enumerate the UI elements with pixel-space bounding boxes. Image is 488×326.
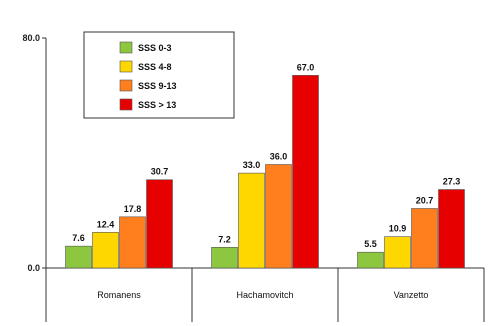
bar-value-label: 12.4 (97, 219, 115, 229)
category-labels: Romanens Hachamovitch Vanzetto (97, 290, 428, 300)
bar (212, 247, 238, 268)
bar-value-label: 33.0 (243, 160, 261, 170)
legend-swatch (120, 99, 132, 110)
bar (358, 252, 384, 268)
bar-value-label: 20.7 (416, 195, 434, 205)
legend-label: SSS 9-13 (138, 81, 177, 91)
legend: SSS 0-3 SSS 4-8 SSS 9-13 SSS > 13 (84, 32, 234, 118)
bar (93, 232, 119, 268)
bar (266, 165, 292, 269)
legend-swatch (120, 42, 132, 53)
y-tick-label: 0.0 (27, 263, 40, 273)
bar-value-label: 5.5 (364, 239, 377, 249)
category-label: Hachamovitch (236, 290, 293, 300)
bar (66, 246, 92, 268)
bar-value-label: 67.0 (297, 62, 315, 72)
bar (120, 217, 146, 268)
legend-swatch (120, 80, 132, 91)
legend-label: SSS 0-3 (138, 43, 172, 53)
bar (439, 190, 465, 268)
bar (293, 75, 319, 268)
bar (147, 180, 173, 268)
bar-value-label: 7.2 (218, 234, 231, 244)
bar (385, 237, 411, 268)
bar-value-label: 36.0 (270, 152, 288, 162)
bar-value-label: 10.9 (389, 224, 407, 234)
bar-value-label: 27.3 (443, 177, 461, 187)
category-label: Romanens (97, 290, 141, 300)
bar-value-label: 7.6 (72, 233, 85, 243)
bar-value-label: 17.8 (124, 204, 142, 214)
legend-label: SSS > 13 (138, 100, 176, 110)
legend-swatch (120, 61, 132, 72)
bar-value-label: 30.7 (151, 167, 169, 177)
category-label: Vanzetto (394, 290, 429, 300)
legend-label: SSS 4-8 (138, 62, 172, 72)
bar (412, 208, 438, 268)
y-tick-label: 80.0 (22, 33, 40, 43)
bar (239, 173, 265, 268)
